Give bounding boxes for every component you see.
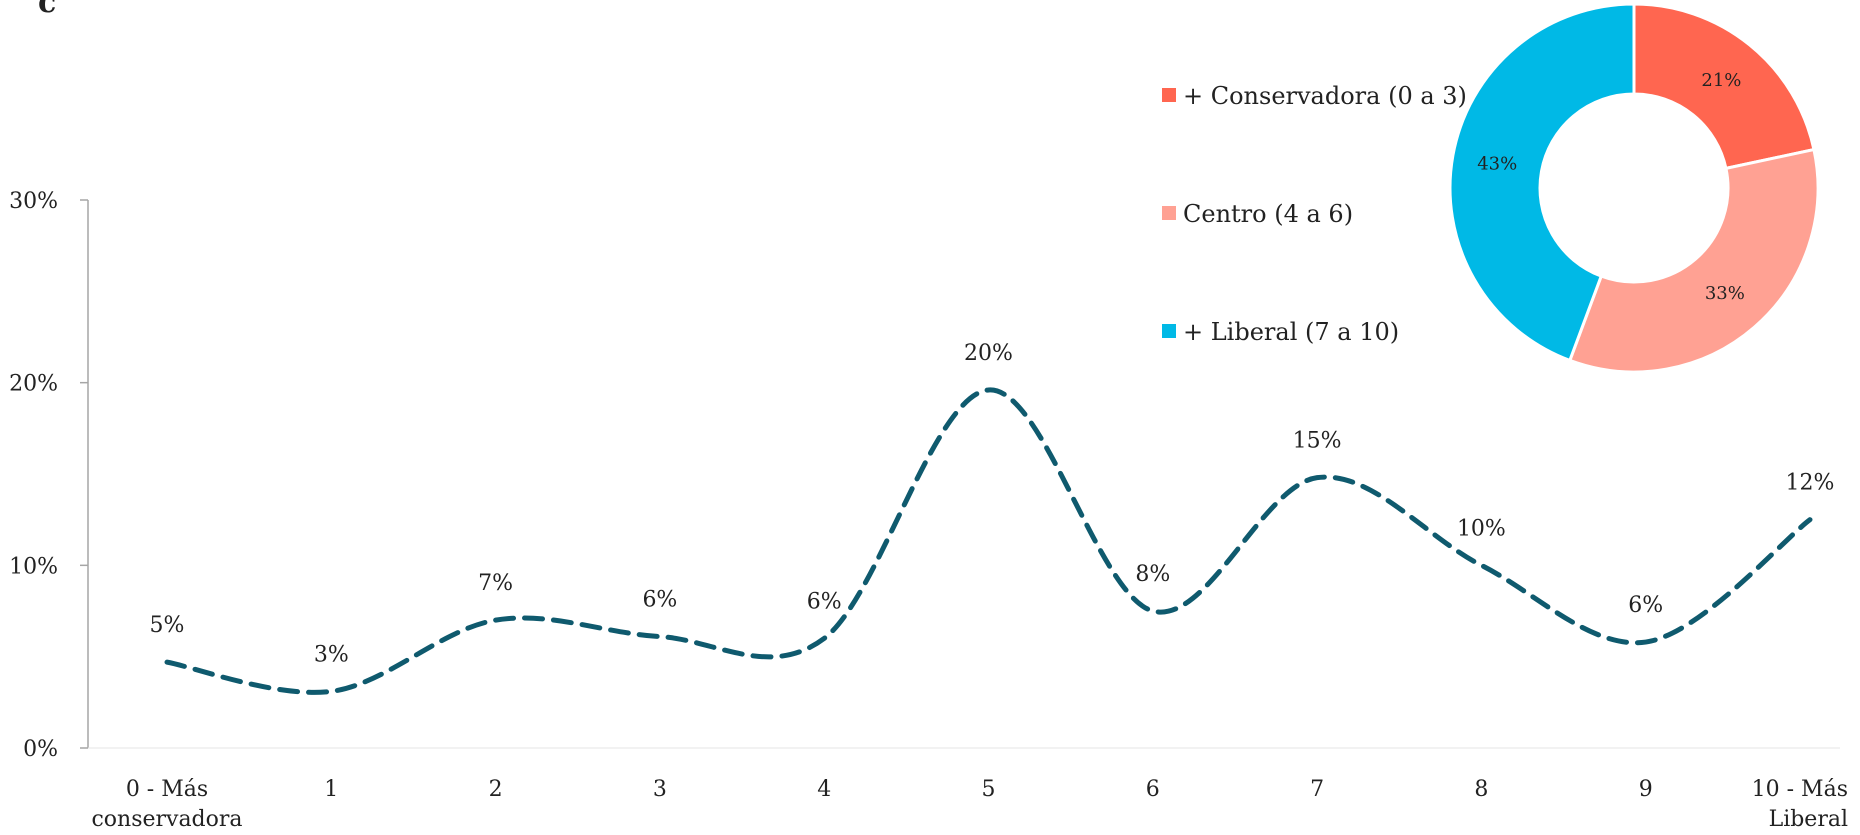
x-tick-label: 8 <box>1474 777 1488 802</box>
data-label: 7% <box>478 571 513 596</box>
x-tick-label: 0 - Más conservadora <box>91 777 242 832</box>
y-tick-label: 0% <box>23 737 58 762</box>
donut-labels: 21% 33% 43% <box>1477 70 1745 304</box>
legend-item: + Conservadora (0 a 3) <box>1162 82 1467 110</box>
data-label: 15% <box>1293 429 1342 454</box>
data-label: 20% <box>964 341 1013 366</box>
line-chart: 0% 10% 20% 30% 0 - Más conservadora 1 2 3 4 5 6 7 8 9… <box>9 189 1848 832</box>
data-label: 6% <box>1628 593 1663 618</box>
y-tick-label: 30% <box>9 189 58 214</box>
data-label: 3% <box>314 642 349 667</box>
y-axis: 0% 10% 20% 30% <box>9 189 89 762</box>
data-label: 6% <box>807 589 842 614</box>
legend-label: Centro (4 a 6) <box>1183 200 1353 228</box>
donut-value-label: 43% <box>1477 153 1517 174</box>
legend-swatch <box>1162 206 1176 220</box>
line-series <box>164 387 1813 695</box>
x-tick-label: 10 - Más Liberal <box>1752 777 1848 832</box>
y-tick-label: 10% <box>9 554 58 579</box>
x-tick-label: 1 <box>324 777 338 802</box>
x-tick-label: 2 <box>489 777 503 802</box>
data-label: 8% <box>1135 562 1170 587</box>
panel-letter: c <box>38 0 56 20</box>
donut-slice <box>1448 2 1636 363</box>
x-tick-label: 3 <box>653 777 667 802</box>
legend-swatch <box>1162 324 1176 338</box>
donut-legend: + Conservadora (0 a 3) Centro (4 a 6) + Li… <box>1162 82 1467 346</box>
donut-chart: 21% 33% 43% <box>1448 2 1820 374</box>
donut-value-label: 21% <box>1701 70 1741 91</box>
donut-slice <box>1632 2 1816 171</box>
legend-swatch <box>1162 88 1176 102</box>
donut-slice <box>1567 147 1820 374</box>
x-axis: 0 - Más conservadora 1 2 3 4 5 6 7 8 9 10 - Más Libe… <box>88 747 1848 832</box>
series-line <box>164 387 1813 695</box>
x-tick-label: 4 <box>817 777 831 802</box>
legend-item: + Liberal (7 a 10) <box>1162 318 1399 346</box>
y-tick-label: 20% <box>9 372 58 397</box>
data-label: 10% <box>1457 516 1506 541</box>
legend-label: + Conservadora (0 a 3) <box>1183 82 1467 110</box>
donut-value-label: 33% <box>1705 283 1745 304</box>
x-tick-label: 6 <box>1146 777 1160 802</box>
legend-item: Centro (4 a 6) <box>1162 200 1353 228</box>
data-label: 12% <box>1786 471 1835 496</box>
x-tick-label: 9 <box>1639 777 1653 802</box>
data-label: 6% <box>642 588 677 613</box>
x-tick-label: 7 <box>1310 777 1324 802</box>
data-label: 5% <box>150 613 185 638</box>
donut-slices <box>1448 2 1820 374</box>
legend-label: + Liberal (7 a 10) <box>1183 318 1399 346</box>
line-data-labels: 5% 3% 7% 6% 6% 20% 8% 15% 10% 6% 12% <box>150 341 1835 667</box>
x-tick-label: 5 <box>982 777 996 802</box>
